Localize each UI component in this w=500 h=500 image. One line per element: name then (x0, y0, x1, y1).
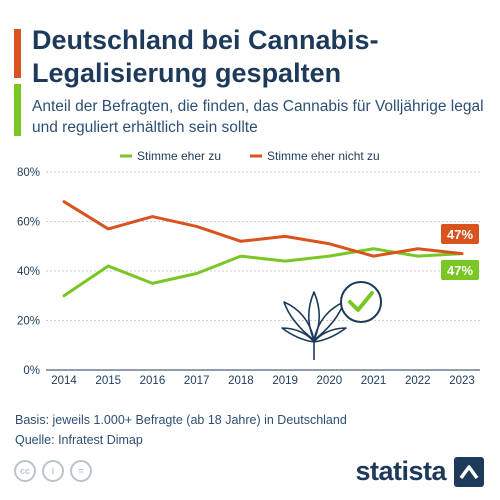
x-axis: 2014 2015 2016 2017 2018 2019 2020 2021 2022 2023 (51, 375, 475, 387)
title-line-1: Deutschland bei Cannabis- (32, 25, 379, 55)
end-value-label: 47% (447, 263, 473, 278)
checkmark-icon (340, 281, 382, 323)
source-note: Quelle: Infratest Dimap (15, 433, 143, 447)
x-tick-label: 2020 (317, 375, 343, 387)
x-tick-label: 2022 (405, 375, 431, 387)
line-chart: Stimme eher zu Stimme eher nicht zu 0% 20%… (17, 149, 480, 387)
gridlines (46, 171, 480, 371)
cannabis-leaf-icon (281, 291, 347, 360)
y-axis: 0% 20% 40% 60% 80% (17, 167, 40, 377)
x-tick-label: 2014 (51, 375, 77, 387)
brand-name: statista (355, 456, 446, 486)
end-value-badge (441, 260, 479, 280)
series-line (62, 200, 464, 258)
legend-label: Stimme eher zu (137, 149, 221, 163)
end-value-labels: 47% 47% (441, 224, 479, 280)
end-value-badge (441, 224, 479, 244)
x-tick-label: 2016 (140, 375, 166, 387)
chart-subtitle: Anteil der Befragten, die finden, das Ca… (32, 98, 484, 136)
y-tick-label: 60% (17, 217, 40, 229)
accent-bar-orange (14, 29, 21, 78)
license-icons: cc i = (14, 460, 92, 482)
chart-title: Deutschland bei Cannabis- Legalisierung … (32, 24, 492, 90)
y-tick-label: 40% (17, 266, 40, 278)
x-tick-label: 2021 (361, 375, 387, 387)
x-tick-label: 2015 (95, 375, 121, 387)
y-tick-label: 0% (23, 365, 40, 377)
x-tick-label: 2018 (228, 375, 254, 387)
footer-notes: Basis: jeweils 1.000+ Befragte (ab 18 Ja… (15, 410, 347, 450)
series-lines (62, 200, 464, 298)
legend: Stimme eher zu Stimme eher nicht zu (120, 149, 380, 163)
no-derivatives-icon[interactable]: = (70, 460, 92, 482)
attribution-icon[interactable]: i (42, 460, 64, 482)
statista-logo-icon (454, 456, 484, 487)
creative-commons-icon[interactable]: cc (14, 460, 36, 482)
cannabis-check-illustration (281, 281, 382, 360)
x-tick-label: 2017 (184, 375, 210, 387)
title-line-2: Legalisierung gespalten (32, 58, 342, 88)
legend-label: Stimme eher nicht zu (267, 149, 380, 163)
series-line (62, 247, 464, 298)
basis-note: Basis: jeweils 1.000+ Befragte (ab 18 Ja… (15, 413, 347, 427)
x-tick-label: 2023 (449, 375, 475, 387)
y-tick-label: 80% (17, 167, 40, 179)
x-tick-label: 2019 (272, 375, 298, 387)
accent-bar-green (14, 84, 21, 136)
end-value-label: 47% (447, 227, 473, 242)
y-tick-label: 20% (17, 316, 40, 328)
statista-logo[interactable]: statista (355, 456, 484, 487)
